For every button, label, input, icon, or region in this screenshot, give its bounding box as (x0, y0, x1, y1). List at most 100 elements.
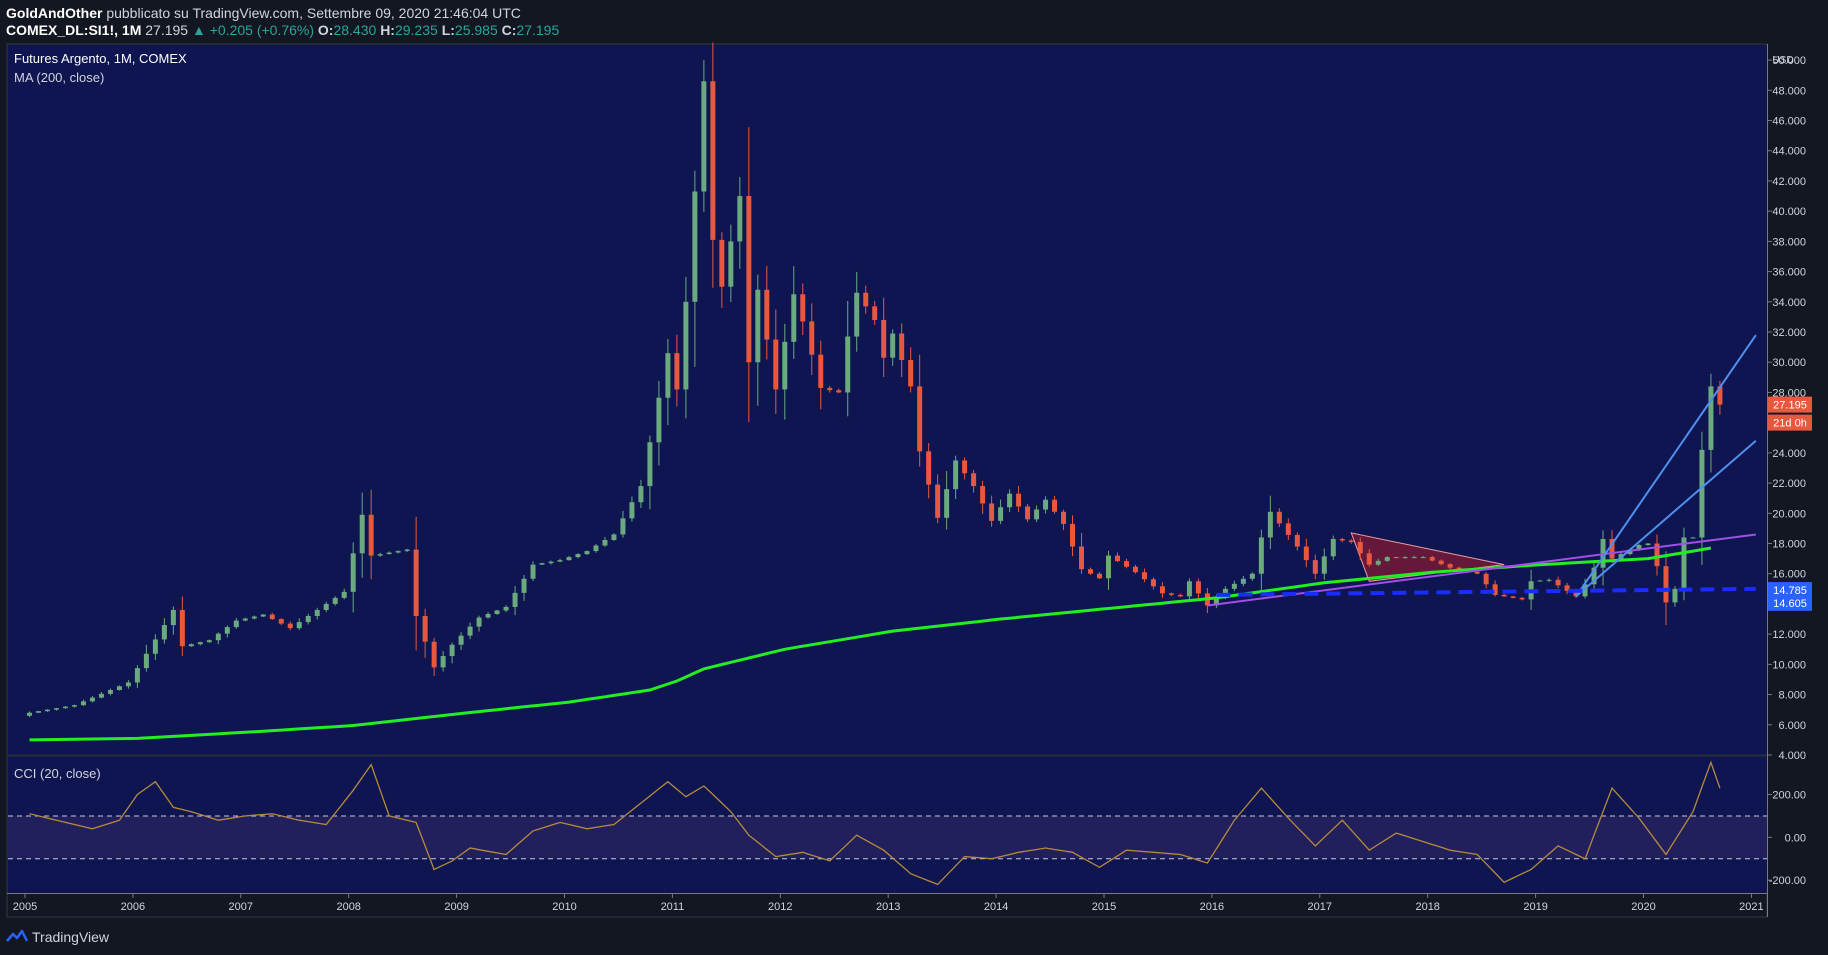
candle-up[interactable] (854, 292, 860, 337)
candle-down[interactable] (1070, 523, 1076, 547)
candle-up[interactable] (683, 301, 689, 390)
candle-up[interactable] (1636, 545, 1642, 550)
candle-up[interactable] (296, 622, 302, 629)
candle-up[interactable] (134, 668, 140, 683)
candle-down[interactable] (1294, 534, 1300, 547)
candle-down[interactable] (1510, 596, 1516, 598)
candle-up[interactable] (98, 693, 104, 698)
candle-up[interactable] (620, 518, 626, 535)
candle-down[interactable] (1276, 511, 1282, 524)
candle-up[interactable] (215, 633, 221, 641)
candle-up[interactable] (701, 81, 707, 192)
candle-up[interactable] (575, 554, 581, 558)
candle-down[interactable] (1159, 586, 1165, 594)
ma-200-line[interactable] (29, 546, 1712, 742)
cci-indicator-label[interactable]: CCI (20, close) (14, 766, 101, 781)
candle-down[interactable] (1555, 579, 1561, 586)
candle-up[interactable] (1249, 573, 1255, 579)
candle-down[interactable] (1168, 593, 1174, 595)
candle-down[interactable] (1312, 560, 1318, 574)
candle-up[interactable] (170, 609, 176, 626)
candle-up[interactable] (890, 333, 896, 358)
candle-down[interactable] (1339, 538, 1345, 541)
candle-down[interactable] (899, 333, 905, 360)
candle-up[interactable] (350, 553, 356, 592)
candle-down[interactable] (1717, 386, 1723, 405)
candle-up[interactable] (1043, 499, 1049, 510)
candle-up[interactable] (647, 442, 653, 487)
candle-up[interactable] (944, 489, 950, 518)
candle-down[interactable] (1025, 506, 1031, 520)
candle-down[interactable] (1061, 511, 1067, 524)
candle-down[interactable] (368, 514, 374, 556)
candle-down[interactable] (1483, 573, 1489, 585)
candle-up[interactable] (638, 486, 644, 503)
candle-up[interactable] (494, 610, 500, 615)
candle-down[interactable] (1150, 579, 1156, 587)
candle-up[interactable] (791, 294, 797, 342)
candle-up[interactable] (1384, 557, 1390, 561)
candle-up[interactable] (845, 336, 851, 393)
candle-down[interactable] (278, 619, 284, 624)
candle-up[interactable] (728, 241, 734, 287)
candle-down[interactable] (1573, 590, 1579, 597)
candle-up[interactable] (1411, 557, 1417, 559)
candle-down[interactable] (926, 451, 932, 485)
candle-down[interactable] (1141, 572, 1147, 580)
candle-up[interactable] (62, 706, 68, 709)
candle-up[interactable] (26, 712, 32, 716)
candle-up[interactable] (1375, 560, 1381, 565)
candle-up[interactable] (755, 289, 761, 363)
candle-up[interactable] (1699, 449, 1705, 538)
candle-up[interactable] (1186, 581, 1192, 597)
candle-up[interactable] (584, 551, 590, 555)
candle-up[interactable] (1690, 537, 1696, 539)
candle-up[interactable] (1591, 567, 1597, 585)
candle-down[interactable] (1285, 523, 1291, 535)
candle-up[interactable] (1627, 549, 1633, 555)
candle-up[interactable] (953, 460, 959, 490)
candle-down[interactable] (1564, 585, 1570, 591)
candle-up[interactable] (1267, 511, 1273, 538)
candle-down[interactable] (269, 614, 275, 620)
candle-up[interactable] (188, 644, 194, 647)
candle-down[interactable] (1123, 561, 1129, 567)
candle-down[interactable] (674, 353, 680, 390)
candle-down[interactable] (1348, 540, 1354, 542)
candle-up[interactable] (71, 705, 77, 707)
candle-up[interactable] (521, 578, 527, 593)
candle-up[interactable] (440, 656, 446, 668)
candle-up[interactable] (332, 597, 338, 604)
candle-up[interactable] (467, 626, 473, 636)
candle-down[interactable] (1663, 566, 1669, 603)
candle-down[interactable] (719, 239, 725, 287)
candle-down[interactable] (1132, 566, 1138, 573)
ma-indicator-label[interactable]: MA (200, close) (14, 70, 104, 85)
candle-down[interactable] (431, 641, 437, 668)
candle-down[interactable] (881, 319, 887, 358)
candle-up[interactable] (458, 635, 464, 645)
candle-up[interactable] (737, 196, 743, 242)
candle-down[interactable] (1366, 553, 1372, 565)
candle-down[interactable] (773, 339, 779, 390)
candle-up[interactable] (35, 711, 41, 713)
candle-up[interactable] (1231, 583, 1237, 589)
candle-up[interactable] (1240, 578, 1246, 584)
candle-up[interactable] (1213, 597, 1219, 606)
candle-down[interactable] (1519, 597, 1525, 600)
candle-up[interactable] (512, 592, 518, 607)
candle-up[interactable] (161, 625, 167, 640)
candle-up[interactable] (116, 686, 122, 691)
candle-down[interactable] (1456, 567, 1462, 570)
candle-down[interactable] (1052, 499, 1058, 512)
candle-up[interactable] (107, 690, 113, 694)
candle-down[interactable] (1438, 560, 1444, 565)
candle-down[interactable] (1303, 546, 1309, 561)
candle-down[interactable] (1097, 573, 1103, 579)
author-name[interactable]: GoldAndOther (6, 5, 103, 21)
support-dashed-line[interactable] (1216, 586, 1756, 597)
price-pane[interactable] (8, 45, 1767, 755)
candle-up[interactable] (89, 697, 95, 702)
candle-up[interactable] (602, 539, 608, 546)
candle-down[interactable] (1654, 543, 1660, 567)
